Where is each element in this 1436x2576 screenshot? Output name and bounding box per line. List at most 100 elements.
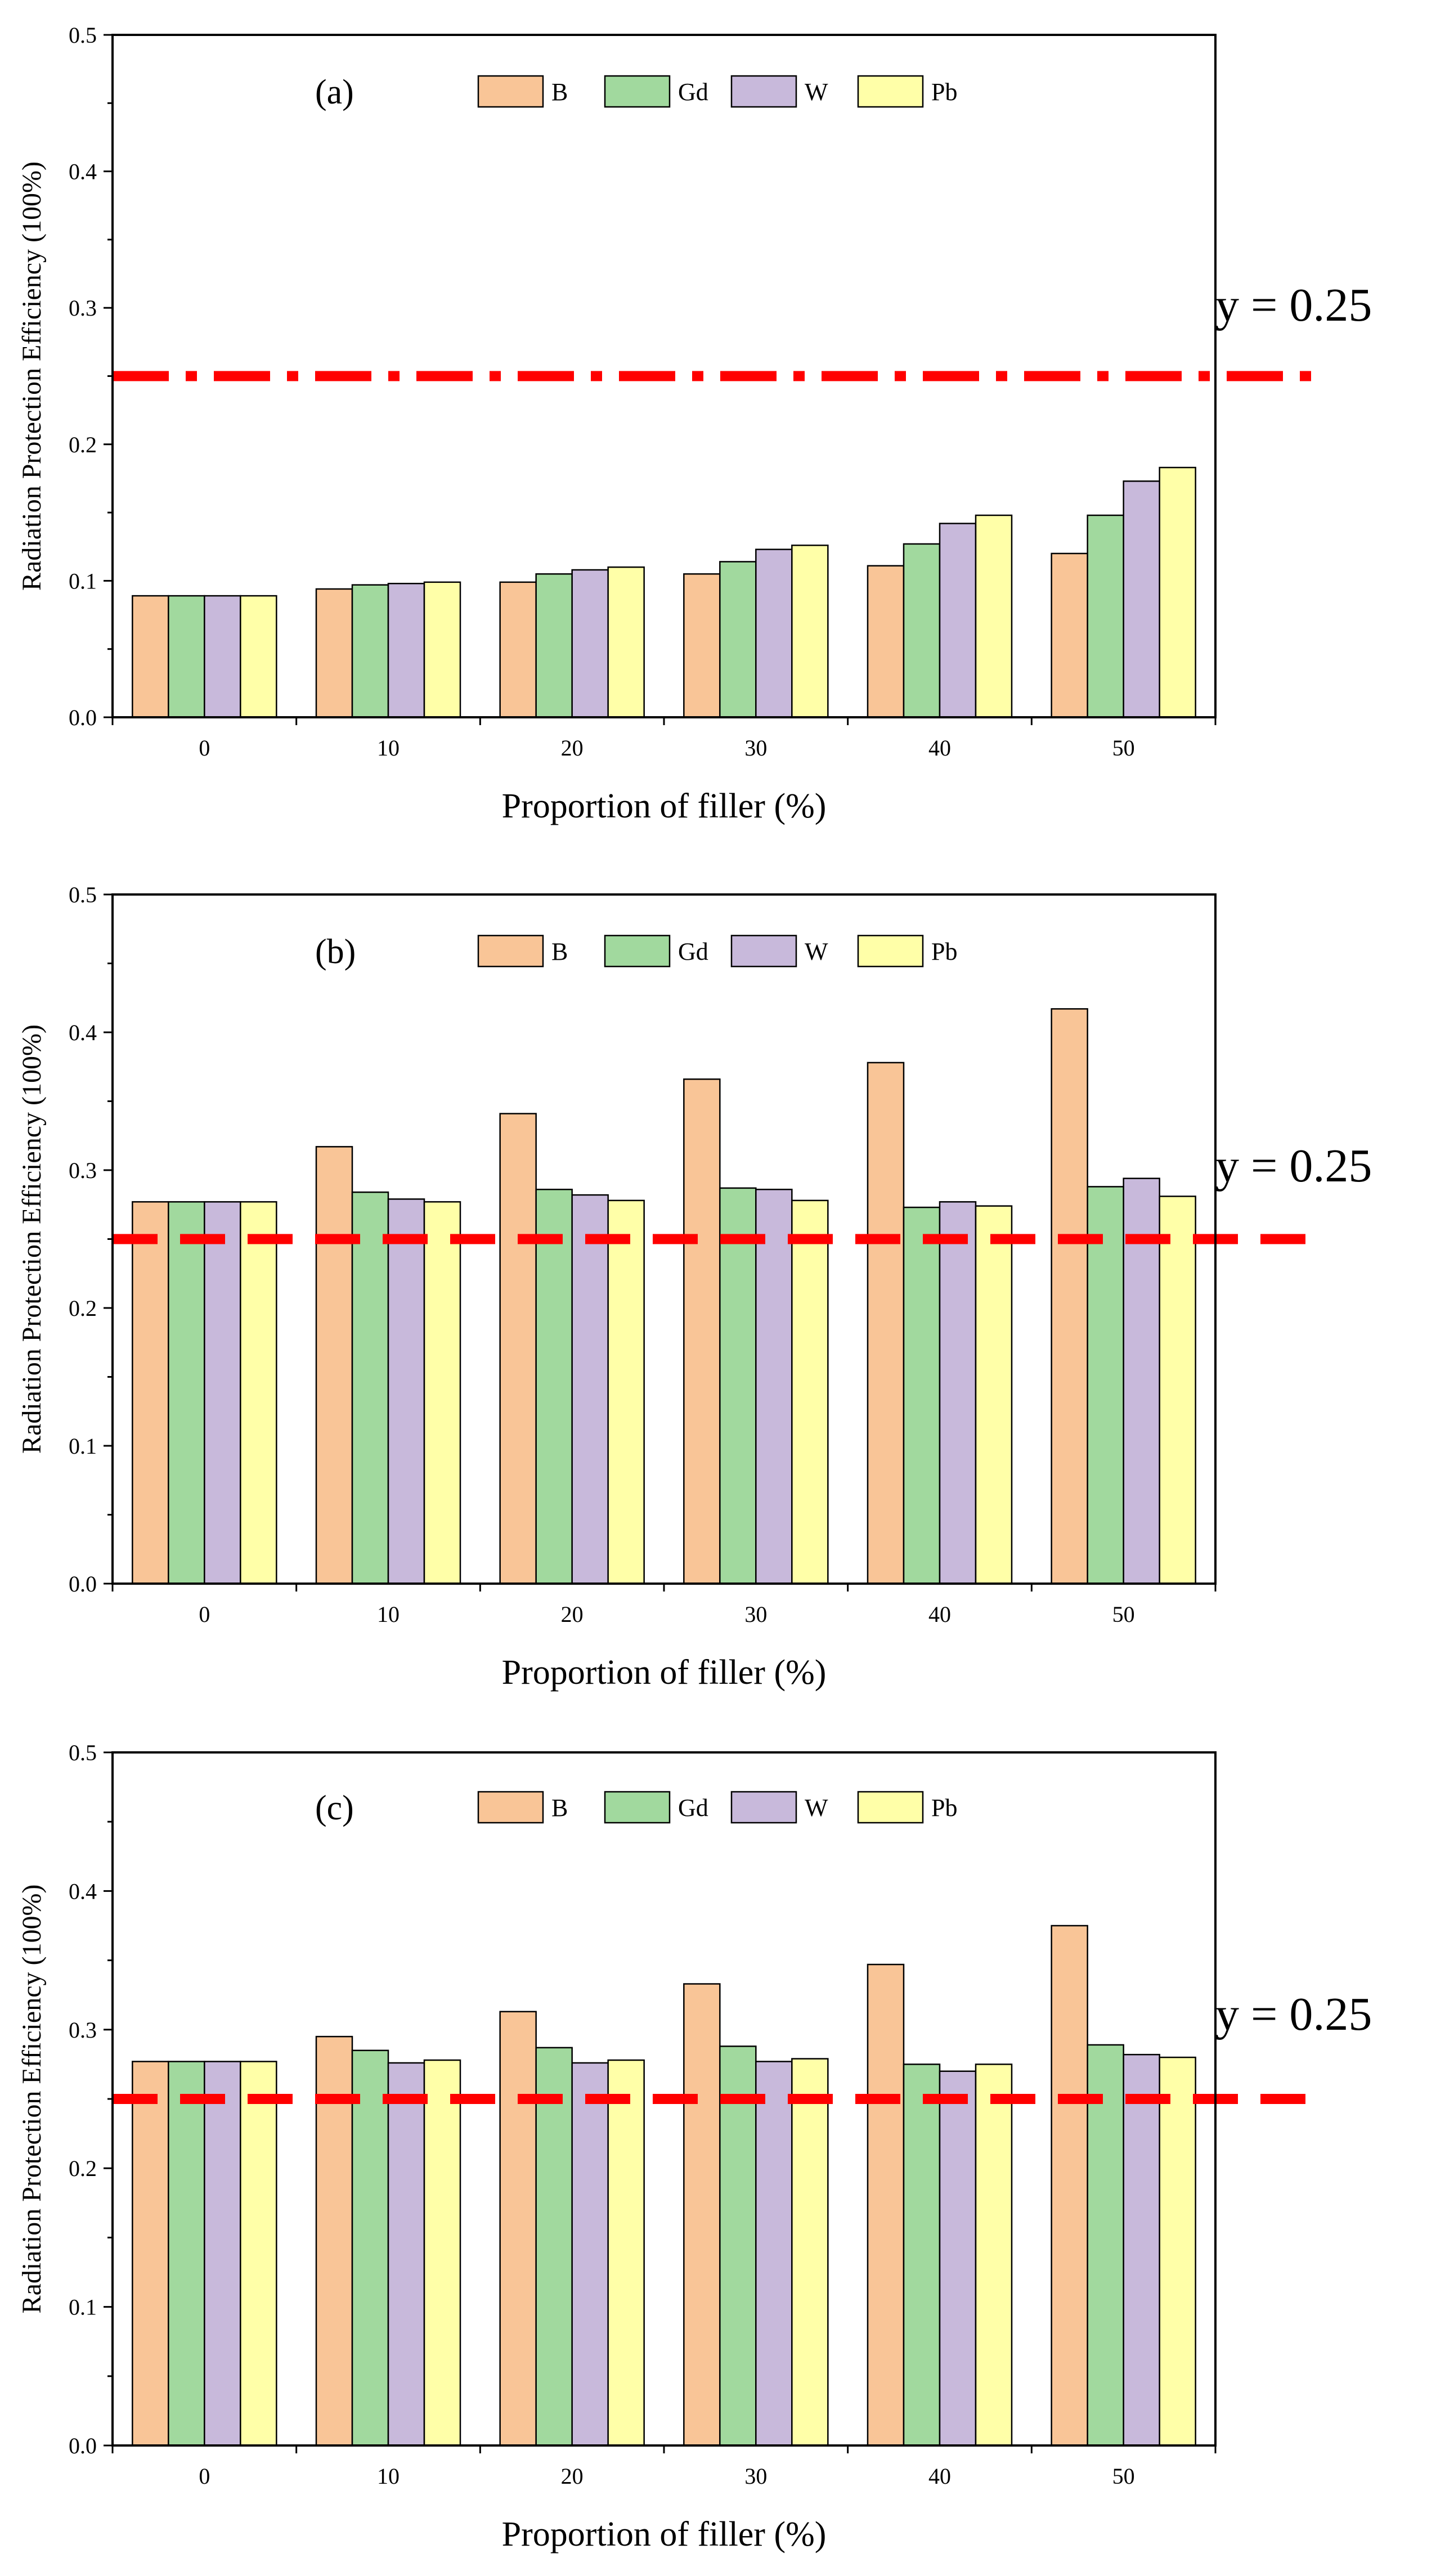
bar-W-20: [571, 569, 609, 718]
bar-W-30: [755, 1189, 793, 1585]
y-tick-label: 0.3: [69, 1158, 97, 1183]
x-tick-label: 0: [199, 735, 210, 761]
bar-W-0: [204, 1201, 241, 1585]
y-tick-label: 0.2: [69, 432, 97, 457]
legend: B Gd W Pb: [477, 1791, 957, 1824]
series-Gd: [168, 1186, 1124, 1585]
x-axis-title: Proportion of filler (%): [502, 787, 827, 825]
x-tick-label: 20: [561, 1602, 584, 1627]
x-tick-label: 20: [561, 735, 584, 761]
x-tick-label: 20: [561, 2463, 584, 2489]
bar-Pb-10: [423, 581, 461, 718]
series-W: [204, 2053, 1160, 2447]
bar-B-50: [1051, 1008, 1088, 1585]
bar-Pb-0: [240, 595, 277, 718]
bar-Pb-10: [423, 1201, 461, 1585]
y-tick-label: 0.0: [69, 1571, 97, 1597]
bar-Gd-40: [903, 2064, 941, 2447]
bar-B-20: [499, 581, 537, 718]
legend-swatch-Pb: [857, 934, 924, 968]
y-tick-label: 0.4: [69, 159, 97, 185]
bar-Gd-30: [719, 2045, 757, 2447]
legend: B Gd W Pb: [477, 934, 957, 968]
bar-Gd-10: [351, 2049, 389, 2447]
y-tick-label: 0.3: [69, 295, 97, 321]
legend-label-Pb: Pb: [931, 78, 957, 106]
legend-swatch-W: [730, 75, 797, 108]
x-tick-label: 40: [928, 1602, 951, 1627]
legend-label-B: B: [551, 78, 568, 106]
y-axis-title: Radiation Protection Efficiency (100%): [17, 1024, 47, 1454]
bar-Pb-0: [240, 1201, 277, 1585]
y-tick-label: 0.4: [69, 1020, 97, 1045]
series-Gd: [168, 2044, 1124, 2447]
bar-B-0: [132, 2061, 169, 2447]
bar-B-10: [315, 2035, 353, 2447]
panel-label: (c): [315, 1789, 354, 1827]
bar-B-0: [132, 595, 169, 718]
y-axis-title: Radiation Protection Efficiency (100%): [17, 161, 47, 591]
x-tick-label: 10: [377, 2463, 400, 2489]
legend-swatch-Gd: [604, 1791, 671, 1824]
legend-swatch-B: [477, 934, 544, 968]
chart-panel-a: y = 0.25 0.0 0.1 0.2 0.3 0.4 0.5 0 10 20 30 40 50 Pro…: [17, 23, 1372, 825]
bar-B-10: [315, 1146, 353, 1585]
legend-swatch-Pb: [857, 1791, 924, 1824]
y-tick-label: 0.1: [69, 2295, 97, 2320]
bar-W-20: [571, 1194, 609, 1585]
bar-W-0: [204, 595, 241, 718]
bar-B-30: [683, 1078, 721, 1585]
y-tick-label: 0.1: [69, 1433, 97, 1459]
bar-B-50: [1051, 552, 1088, 718]
legend-label-Pb: Pb: [931, 938, 957, 965]
series-W: [204, 480, 1160, 718]
legend-swatch-B: [477, 75, 544, 108]
legend-swatch-B: [477, 1791, 544, 1824]
y-tick-label: 0.4: [69, 1878, 97, 1904]
y-tick-label: 0.0: [69, 2433, 97, 2458]
legend: B Gd W Pb: [477, 75, 957, 108]
legend-label-W: W: [805, 1794, 828, 1822]
legend-label-W: W: [805, 938, 828, 965]
legend-swatch-W: [730, 934, 797, 968]
x-axis-title: Proportion of filler (%): [502, 1653, 827, 1692]
bar-B-30: [683, 1983, 721, 2447]
bar-W-50: [1123, 2053, 1160, 2447]
bar-B-40: [867, 1963, 905, 2447]
bar-Gd-50: [1087, 514, 1124, 718]
legend-label-W: W: [805, 78, 828, 106]
bar-Pb-50: [1159, 1195, 1196, 1585]
bar-Pb-30: [791, 545, 829, 718]
bar-Gd-0: [168, 1201, 205, 1585]
series-B: [132, 1925, 1088, 2447]
bar-Pb-30: [791, 2058, 829, 2447]
bar-Gd-20: [535, 1189, 573, 1585]
bar-B-40: [867, 565, 905, 718]
legend-swatch-W: [730, 1791, 797, 1824]
y-tick-label: 0.5: [69, 882, 97, 907]
bar-Gd-10: [351, 584, 389, 718]
x-axis-title: Proportion of filler (%): [502, 2515, 827, 2553]
series-Pb: [240, 1195, 1196, 1585]
legend-label-B: B: [551, 938, 568, 965]
panel-label: (a): [315, 73, 354, 111]
bar-Gd-0: [168, 595, 205, 718]
bar-Gd-50: [1087, 1186, 1124, 1585]
y-tick-label: 0.2: [69, 1296, 97, 1321]
bar-B-20: [499, 2011, 537, 2447]
y-tick-label: 0.5: [69, 1740, 97, 1765]
reference-line-label: y = 0.25: [1215, 1140, 1372, 1192]
x-tick-label: 0: [199, 2463, 210, 2489]
bar-Pb-40: [975, 1205, 1013, 1585]
bar-Gd-50: [1087, 2044, 1124, 2447]
bar-W-10: [387, 2062, 425, 2447]
panel-label: (b): [315, 933, 356, 971]
bar-Pb-40: [975, 2064, 1013, 2447]
y-axis-title: Radiation Protection Efficiency (100%): [17, 1885, 47, 2314]
legend-swatch-Gd: [604, 75, 671, 108]
bar-Gd-20: [535, 2047, 573, 2447]
bar-Gd-0: [168, 2061, 205, 2447]
bar-Pb-20: [607, 2059, 645, 2447]
bar-W-50: [1123, 480, 1160, 718]
y-tick-label: 0.5: [69, 23, 97, 48]
